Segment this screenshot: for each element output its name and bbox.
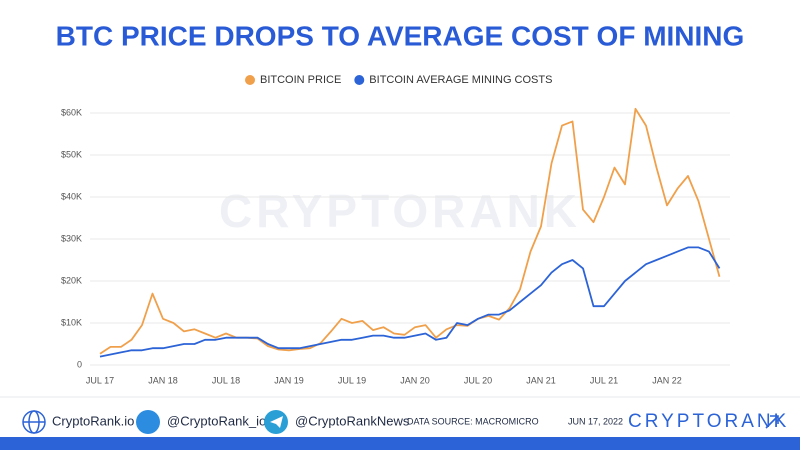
y-tick-label: $50K [61,149,82,159]
footer-bar [0,437,800,450]
series-line [99,107,721,355]
x-tick-label: JAN 20 [400,375,430,385]
x-tick-label: JUL 21 [590,375,618,385]
legend-label: BITCOIN AVERAGE MINING COSTS [369,74,552,86]
x-tick-label: JAN 18 [148,375,178,385]
x-tick-label: JAN 21 [526,375,556,385]
y-tick-label: $60K [61,107,82,117]
telegram-plane [270,416,283,428]
date: JUN 17, 2022 [568,416,623,426]
website[interactable]: CryptoRank.io [52,413,134,428]
y-tick-label: $20K [61,275,82,285]
x-tick-label: JUL 17 [86,375,114,385]
globe-icon [22,410,46,434]
x-tick-label: JUL 18 [212,375,240,385]
x-tick-label: JAN 22 [652,375,682,385]
y-tick-label: $10K [61,317,82,327]
x-tick-label: JUL 19 [338,375,366,385]
watermark: CRYPTORANK [219,185,581,237]
twitter-icon [136,410,160,434]
legend-marker [354,75,365,85]
y-tick-label: $30K [61,233,82,243]
series-line [99,246,721,358]
x-tick-label: JAN 19 [274,375,304,385]
telegram-handle[interactable]: @CryptoRankNews [295,413,410,428]
twitter-handle[interactable]: @CryptoRank_io [167,413,266,428]
y-tick-label: $40K [61,191,82,201]
chart-title: BTC PRICE DROPS TO AVERAGE COST OF MININ… [56,20,745,51]
data-source: DATA SOURCE: MACROMICRO [407,416,539,426]
legend-marker [245,75,255,85]
x-tick-label: JUL 20 [464,375,492,385]
logo-arrow [765,415,779,429]
legend-label: BITCOIN PRICE [260,74,341,86]
y-tick-label: 0 [77,359,82,369]
logo: CRYPTORANK [628,411,789,432]
